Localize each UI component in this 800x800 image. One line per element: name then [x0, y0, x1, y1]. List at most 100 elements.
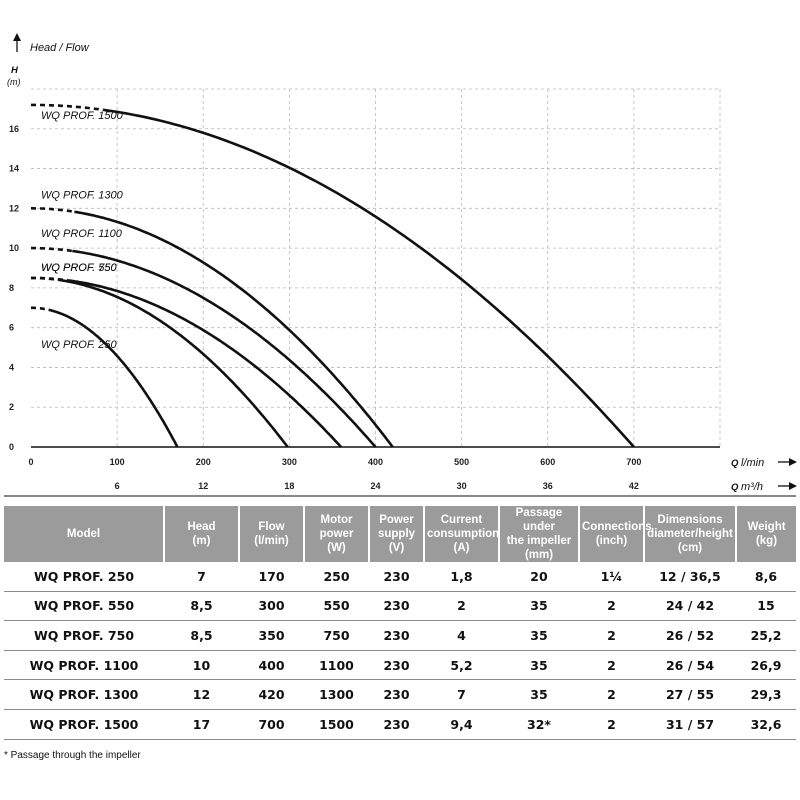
table-cell: 35 [499, 620, 579, 651]
table-cell: 12 / 36,5 [644, 562, 736, 592]
x2-arrow-icon [778, 482, 797, 490]
y-tick-label: 12 [9, 203, 19, 213]
x2-tick-label: 42 [629, 481, 639, 491]
x-arrow-icon [778, 458, 797, 466]
table-cell: 1¼ [579, 562, 644, 592]
table-cell: 2 [579, 650, 644, 681]
table-cell: 230 [369, 591, 424, 622]
x-axis-unit: l/min [741, 457, 764, 469]
table-cell: 230 [369, 650, 424, 681]
series-curve [68, 279, 343, 448]
table-header-cell: Flow (l/min) [239, 506, 305, 562]
table-cell: 35 [499, 650, 579, 681]
table-cell: 35 [499, 591, 579, 622]
x-tick-label: 100 [110, 457, 125, 467]
x-axis-label: Q [731, 458, 739, 469]
y-tick-label: 8 [9, 283, 14, 293]
table-cell: 9,4 [424, 709, 499, 740]
table-cell: 750 [304, 620, 369, 651]
table-cell: 27 / 55 [644, 679, 736, 710]
table-header-cell: Passage under the impeller (mm) [499, 506, 580, 562]
series-label: WQ PROF. 550 [41, 262, 117, 274]
table-cell: 1500 [304, 709, 369, 740]
table-body: WQ PROF. 250 7 170 250 230 1,8 20 1¼ 12 / 36,5 8,… [4, 562, 796, 740]
grid [31, 88, 721, 448]
series-curve-dashed [31, 103, 104, 112]
y-tick-label: 6 [9, 323, 14, 333]
table-cell: 2 [579, 620, 644, 651]
series-label: WQ PROF. 1500 [41, 110, 124, 122]
table-header-cell: Dimensions diameter/height (cm) [644, 506, 737, 562]
table-row: WQ PROF. 1100 10 400 1100 230 5,2 35 2 26 / 54 26… [4, 650, 796, 681]
x-tick-label: 500 [454, 457, 469, 467]
table-cell: 2 [579, 679, 644, 710]
series-curve [48, 308, 179, 448]
table-cell: 32* [499, 709, 579, 740]
x-tick-label: 700 [626, 457, 641, 467]
table-row: WQ PROF. 1300 12 420 1300 230 7 35 2 27 / 55 29,3 [4, 679, 796, 710]
table-cell: 1100 [304, 650, 369, 681]
table-cell: 31 / 57 [644, 709, 736, 740]
series-label: WQ PROF. 250 [41, 339, 117, 351]
table-cell: WQ PROF. 550 [4, 591, 164, 622]
y-ticks: 0 2 4 6 8 10 12 14 16 [9, 124, 19, 452]
table-header-cell: Power supply (V) [369, 506, 425, 562]
table-cell: 1,8 [424, 562, 499, 592]
y-axis-label: H [11, 65, 19, 76]
table-cell: 35 [499, 679, 579, 710]
x2-tick-label: 6 [115, 481, 120, 491]
table-cell: 8,5 [164, 591, 239, 622]
series-curve [103, 108, 635, 448]
y-tick-label: 16 [9, 124, 19, 134]
table-cell: 15 [736, 591, 796, 622]
table-cell: 29,3 [736, 679, 796, 710]
table-cell: WQ PROF. 1100 [4, 650, 164, 681]
table-cell: 700 [239, 709, 304, 740]
table-cell: 420 [239, 679, 304, 710]
x-tick-label: 600 [540, 457, 555, 467]
table-header-cell: Current consumption (A) [424, 506, 500, 562]
table-header-cell: Model [4, 506, 165, 562]
series-curve-dashed [31, 276, 63, 282]
series-curve [74, 210, 394, 448]
series-curve-dashed [31, 306, 50, 312]
table-cell: 8,5 [164, 620, 239, 651]
table-header-cell: Head (m) [164, 506, 240, 562]
x-tick-label: 400 [368, 457, 383, 467]
table-cell: 7 [164, 562, 239, 592]
table-cell: 170 [239, 562, 304, 592]
table-cell: 32,6 [736, 709, 796, 740]
x-tick-label: 0 [28, 457, 33, 467]
y-tick-label: 0 [9, 442, 14, 452]
table-cell: 5,2 [424, 650, 499, 681]
table-cell: 2 [579, 591, 644, 622]
series-label: WQ PROF. 1300 [41, 189, 124, 201]
table-cell: 400 [239, 650, 304, 681]
series-label: WQ PROF. 750 [41, 262, 117, 274]
y-tick-label: 2 [9, 402, 14, 412]
x2-tick-label: 18 [284, 481, 294, 491]
series-curve [61, 279, 289, 448]
series-curve [72, 249, 377, 448]
table-header-cell: Weight (kg) [736, 506, 796, 562]
table-cell: 10 [164, 650, 239, 681]
x2-tick-label: 30 [457, 481, 467, 491]
table-cell: 7 [424, 679, 499, 710]
y-tick-label: 14 [9, 164, 19, 174]
table-header-cell: Connections (inch) [579, 506, 652, 562]
table-cell: 250 [304, 562, 369, 592]
table-cell: 350 [239, 620, 304, 651]
spec-table: Model Head (m) Flow (l/min) Motor power (W) Powe… [4, 506, 796, 740]
table-cell: 2 [579, 709, 644, 740]
table-cell: 230 [369, 562, 424, 592]
x2-tick-label: 12 [198, 481, 208, 491]
table-cell: 230 [369, 709, 424, 740]
table-cell: 300 [239, 591, 304, 622]
series-label: WQ PROF. 1100 [41, 228, 123, 240]
x2-axis-label: Q [731, 482, 739, 493]
table-cell: 26 / 54 [644, 650, 736, 681]
table-cell: 8,6 [736, 562, 796, 592]
table-header-row: Model Head (m) Flow (l/min) Motor power (W) Powe… [4, 506, 796, 562]
series-curves [31, 103, 635, 448]
